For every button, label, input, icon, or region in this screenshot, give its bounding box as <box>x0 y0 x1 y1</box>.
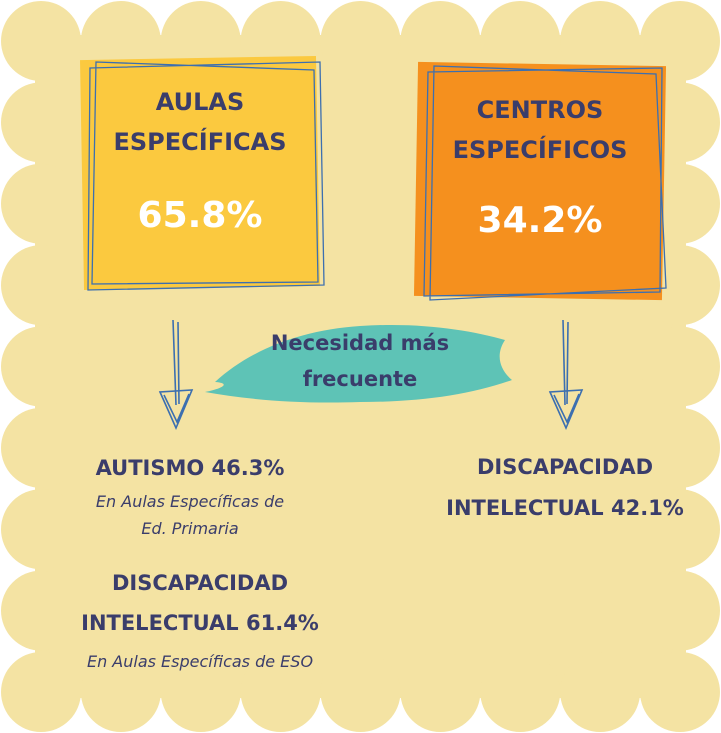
card-title: AULAS ESPECÍFICAS <box>90 82 310 162</box>
need-note: En Aulas Específicas de ESO <box>30 648 370 675</box>
scallop <box>1 327 81 407</box>
scallop <box>640 571 720 651</box>
scallop <box>1 245 81 325</box>
need-heading: DISCAPACIDAD INTELECTUAL 61.4% <box>40 563 360 643</box>
need-heading: DISCAPACIDAD INTELECTUAL 42.1% <box>440 447 690 529</box>
scallop <box>1 82 81 162</box>
card-title: CENTROS ESPECÍFICOS <box>430 90 650 170</box>
banner-text: Necesidad más frecuente <box>255 325 465 397</box>
scallop <box>1 164 81 244</box>
scallop <box>1 489 81 569</box>
card-value: 65.8% <box>90 195 310 236</box>
scallop <box>560 652 640 732</box>
need-heading: AUTISMO 46.3% <box>40 448 340 488</box>
card-value: 34.2% <box>430 200 650 241</box>
page: AULAS ESPECÍFICAS 65.8% CENTROS ESPECÍFI… <box>0 0 721 733</box>
scallop <box>640 327 720 407</box>
scallop <box>400 652 480 732</box>
scallop <box>321 1 401 81</box>
scallop <box>480 652 560 732</box>
scallop <box>640 652 720 732</box>
need-note: En Aulas Específicas de Ed. Primaria <box>90 488 290 542</box>
scallop <box>1 1 81 81</box>
